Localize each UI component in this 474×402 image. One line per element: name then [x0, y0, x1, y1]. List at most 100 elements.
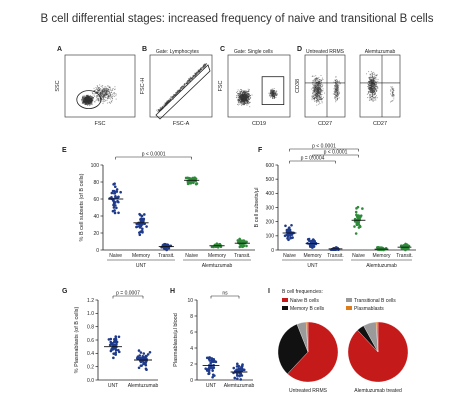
- event-dot: [336, 79, 338, 80]
- event-dot: [87, 99, 89, 100]
- event-dot: [188, 79, 190, 81]
- event-dot: [375, 81, 377, 83]
- event-dot: [375, 78, 377, 80]
- event-dot: [84, 101, 86, 103]
- event-dot: [173, 96, 174, 98]
- data-point: [207, 356, 211, 359]
- event-dot: [96, 91, 98, 93]
- event-dot: [335, 85, 337, 87]
- event-dot: [371, 86, 373, 87]
- event-dot: [249, 98, 251, 100]
- event-dot: [237, 89, 239, 91]
- event-dot: [166, 102, 168, 104]
- event-dot: [103, 95, 104, 97]
- event-dot: [368, 90, 369, 92]
- event-dot: [248, 96, 250, 97]
- data-point: [112, 203, 116, 207]
- x-category-label: UNT: [206, 383, 216, 389]
- event-dot: [245, 96, 247, 98]
- data-point: [161, 244, 165, 247]
- y-tick-label: 0.4: [87, 351, 94, 357]
- event-dot: [239, 96, 241, 98]
- event-dot: [390, 90, 392, 92]
- event-dot: [193, 75, 195, 76]
- event-dot: [313, 89, 315, 91]
- event-dot: [274, 92, 276, 94]
- event-dot: [337, 98, 339, 100]
- event-dot: [391, 100, 393, 102]
- event-dot: [319, 88, 321, 90]
- event-dot: [372, 87, 374, 89]
- event-dot: [189, 77, 191, 79]
- event-dot: [99, 93, 101, 95]
- event-dot: [241, 94, 243, 96]
- event-dot: [245, 99, 247, 101]
- event-dot: [182, 86, 184, 88]
- event-dot: [103, 100, 105, 102]
- event-dot: [202, 68, 204, 70]
- panel-letter-H: H: [170, 288, 175, 295]
- event-dot: [87, 94, 89, 96]
- data-point: [212, 360, 216, 364]
- figure-title: B cell differential stages: increased fr…: [41, 13, 434, 25]
- event-dot: [334, 89, 336, 91]
- event-dot: [374, 73, 376, 75]
- data-point: [288, 228, 292, 232]
- event-dot: [374, 77, 376, 79]
- event-dot: [339, 92, 341, 94]
- data-point: [144, 361, 148, 364]
- event-dot: [335, 84, 337, 86]
- event-dot: [171, 95, 173, 97]
- event-dot: [316, 95, 318, 97]
- event-dot: [110, 95, 112, 97]
- event-dot: [204, 65, 205, 66]
- event-dot: [99, 96, 101, 98]
- data-point: [144, 367, 148, 371]
- data-point: [138, 231, 141, 234]
- event-dot: [249, 98, 251, 99]
- event-dot: [99, 93, 100, 95]
- event-dot: [313, 95, 314, 97]
- event-dot: [335, 91, 337, 93]
- event-dot: [95, 93, 97, 94]
- event-dot: [91, 98, 93, 100]
- event-dot: [372, 92, 374, 94]
- event-dot: [242, 100, 244, 102]
- event-dot: [268, 95, 270, 97]
- data-point: [194, 182, 198, 186]
- event-dot: [371, 76, 373, 78]
- event-dot: [187, 82, 189, 84]
- event-dot: [173, 94, 175, 95]
- event-dot: [84, 103, 86, 105]
- panel-letter-E: E: [62, 147, 67, 154]
- event-dot: [272, 90, 274, 92]
- event-dot: [96, 97, 98, 99]
- event-dot: [199, 68, 201, 69]
- event-dot: [190, 78, 191, 79]
- data-point: [290, 223, 293, 227]
- event-dot: [98, 99, 99, 100]
- event-dot: [89, 100, 91, 102]
- event-dot: [271, 91, 273, 93]
- event-dot: [375, 77, 377, 78]
- data-point: [357, 214, 360, 217]
- event-dot: [187, 81, 189, 83]
- event-dot: [370, 87, 372, 89]
- event-dot: [244, 101, 246, 103]
- event-dot: [105, 100, 107, 102]
- event-dot: [111, 97, 113, 99]
- event-dot: [247, 88, 249, 90]
- event-dot: [318, 99, 320, 100]
- p-value-label: p < 0.0001: [142, 152, 166, 158]
- event-dot: [318, 95, 320, 97]
- data-point: [112, 183, 115, 186]
- data-point: [211, 375, 214, 379]
- x-category-label: Transit.: [396, 253, 412, 259]
- event-dot: [97, 96, 99, 98]
- event-dot: [105, 88, 107, 90]
- event-dot: [370, 78, 372, 80]
- x-axis-label: FSC: [95, 121, 106, 127]
- event-dot: [241, 94, 243, 96]
- event-dot: [390, 101, 391, 103]
- event-dot: [241, 101, 242, 102]
